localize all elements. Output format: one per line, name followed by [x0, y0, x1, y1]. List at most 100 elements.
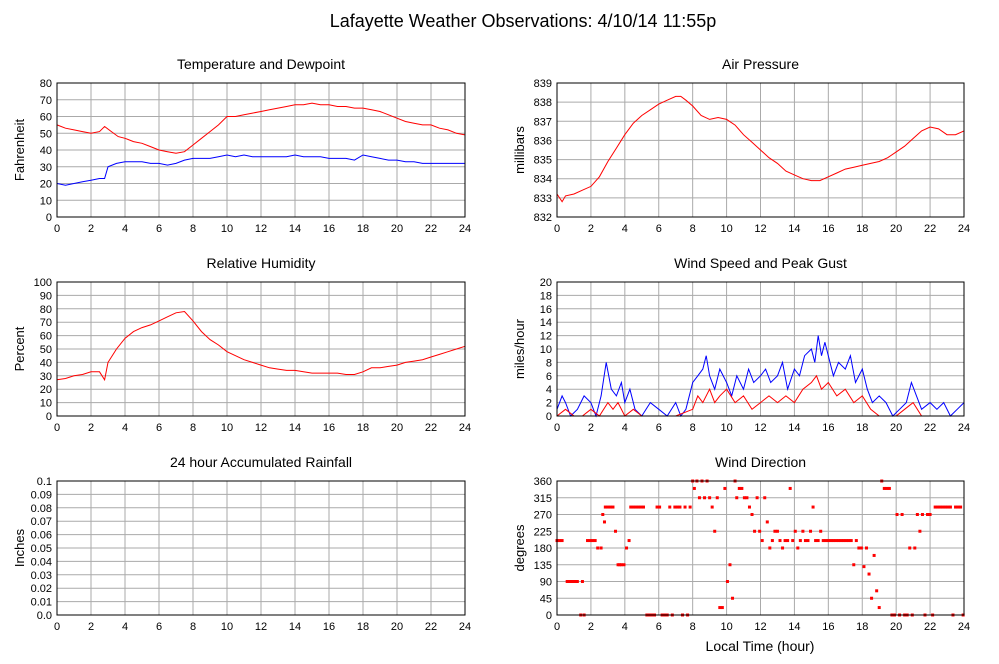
x-tick-label: 20 — [391, 223, 403, 235]
x-tick-label: 22 — [425, 223, 437, 235]
wind-direction-point — [768, 546, 772, 550]
x-tick-label: 16 — [822, 621, 834, 633]
wind-direction-point — [668, 505, 672, 509]
y-tick-label: 0.02 — [31, 583, 52, 595]
wind-direction-point — [887, 486, 891, 490]
x-tick-label: 22 — [924, 422, 936, 434]
wind-direction-point — [954, 505, 958, 509]
y-tick-label: 50 — [40, 344, 52, 356]
wind-direction-point — [928, 513, 932, 516]
chart-title: Temperature and Dewpoint — [177, 56, 345, 72]
x-tick-label: 10 — [221, 223, 233, 235]
y-tick-label: 50 — [40, 128, 52, 140]
x-tick-label: 8 — [190, 422, 196, 434]
x-tick-label: 10 — [221, 621, 233, 633]
wind-direction-point — [599, 546, 603, 550]
plot-frame — [56, 281, 466, 417]
wind-direction-point — [745, 496, 749, 500]
wind-direction-point — [593, 539, 597, 543]
x-tick-label: 0 — [554, 422, 560, 434]
y-tick-label: 8 — [546, 357, 552, 369]
wind-direction-point — [570, 580, 574, 583]
y-tick-label: 833 — [534, 193, 552, 205]
x-tick-label: 4 — [622, 422, 628, 434]
wind-direction-point — [625, 546, 629, 550]
wind-direction-point — [658, 505, 662, 509]
wind-direction-point — [573, 580, 577, 583]
x-tick-label: 12 — [255, 621, 267, 633]
x-tick-label: 6 — [156, 422, 162, 434]
wind-direction-point — [920, 513, 924, 516]
wind-direction-point — [791, 539, 795, 543]
x-tick-label: 14 — [289, 422, 301, 434]
y-tick-label: 2 — [546, 398, 552, 410]
y-tick-label: 14 — [540, 317, 552, 329]
x-tick-label: 0 — [54, 621, 60, 633]
x-tick-label: 16 — [323, 422, 335, 434]
wind-direction-point — [798, 539, 802, 543]
y-tick-label: 80 — [40, 304, 52, 316]
x-tick-label: 18 — [856, 223, 868, 235]
y-tick-label: 0.05 — [31, 543, 52, 555]
wind-direction-point — [601, 513, 605, 516]
series-line-temp-0 — [56, 102, 466, 154]
wind-direction-point — [622, 563, 626, 567]
wind-direction-point — [723, 486, 727, 490]
wind-direction-point — [614, 529, 618, 533]
x-tick-label: 20 — [890, 621, 902, 633]
wind-direction-point — [849, 539, 853, 543]
chart-title: 24 hour Accumulated Rainfall — [170, 454, 352, 470]
y-axis-label: Percent — [12, 326, 27, 371]
x-tick-label: 14 — [289, 223, 301, 235]
y-tick-label: 90 — [540, 577, 552, 589]
x-tick-label: 12 — [255, 422, 267, 434]
x-tick-label: 18 — [357, 223, 369, 235]
y-axis-label: degrees — [512, 524, 527, 571]
wind-direction-point — [900, 513, 904, 516]
wind-direction-point — [715, 496, 719, 500]
y-tick-label: 0 — [46, 411, 52, 423]
wind-direction-point — [708, 496, 712, 500]
x-tick-label: 14 — [788, 223, 800, 235]
wind-direction-point — [760, 539, 764, 543]
wind-direction-point — [870, 596, 874, 600]
wind-direction-point — [737, 486, 741, 490]
x-tick-label: 14 — [788, 422, 800, 434]
plot-frame — [556, 82, 965, 218]
y-tick-label: 10 — [40, 398, 52, 410]
wind-direction-point — [627, 539, 631, 543]
wind-direction-point — [683, 505, 687, 509]
plot-frame — [56, 82, 466, 218]
wind-direction-point — [956, 505, 960, 509]
wind-direction-point — [688, 505, 692, 509]
chart-title: Relative Humidity — [207, 255, 316, 271]
x-tick-label: 10 — [720, 422, 732, 434]
wind-direction-point — [568, 580, 572, 583]
wind-direction-point — [770, 539, 774, 543]
x-tick-label: 2 — [88, 422, 94, 434]
y-tick-label: 60 — [40, 331, 52, 343]
wind-direction-point — [588, 539, 592, 543]
x-tick-label: 12 — [754, 621, 766, 633]
wind-direction-point — [718, 606, 722, 610]
y-tick-label: 0.08 — [31, 503, 52, 515]
wind-direction-point — [959, 505, 963, 509]
y-axis-label: millibars — [512, 126, 527, 174]
y-tick-label: 20 — [40, 384, 52, 396]
wind-direction-point — [895, 513, 899, 516]
x-tick-label: 20 — [890, 223, 902, 235]
y-tick-label: 4 — [546, 384, 552, 396]
wind-direction-point — [636, 505, 640, 509]
x-tick-label: 12 — [754, 223, 766, 235]
y-tick-label: 835 — [534, 155, 552, 167]
x-tick-label: 4 — [122, 223, 128, 235]
x-tick-label: 22 — [924, 621, 936, 633]
wind-direction-point — [781, 546, 785, 550]
wind-direction-point — [750, 513, 754, 516]
wind-direction-point — [596, 546, 600, 550]
wind-direction-point — [837, 539, 841, 543]
y-tick-label: 0 — [46, 212, 52, 224]
